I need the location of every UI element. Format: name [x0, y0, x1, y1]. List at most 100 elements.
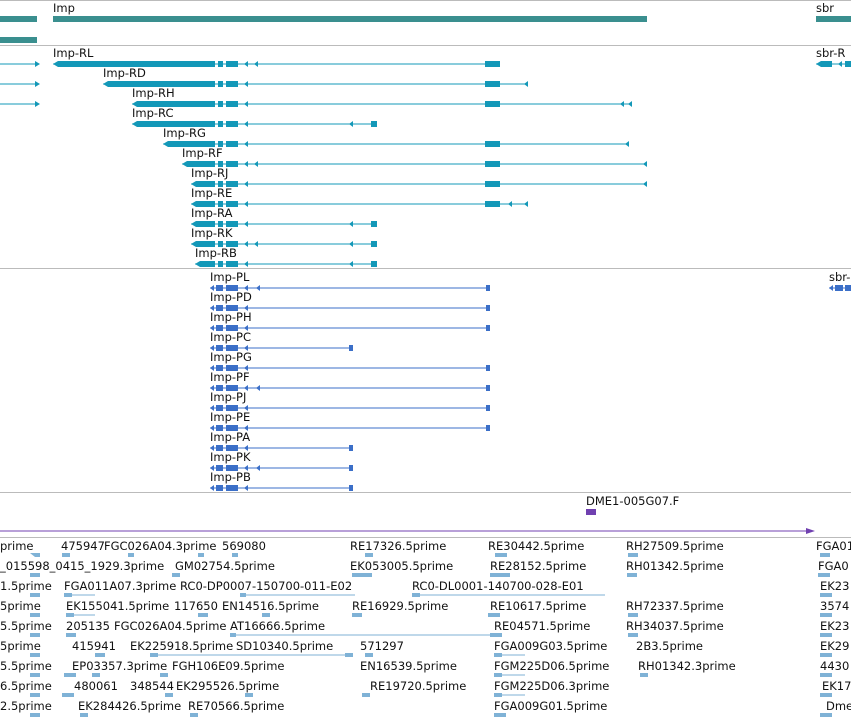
transcript-labels: Imp-RL Imp-RD Imp-RH Imp-RC Imp-RG Imp-R…: [53, 46, 845, 260]
est-label: FGH106E09.5prime: [172, 659, 285, 673]
protein-imp-pa[interactable]: [210, 445, 353, 451]
est-label: 4430: [820, 659, 849, 673]
gene-feature[interactable]: [0, 37, 37, 43]
est-label: EK053005.5prime: [350, 559, 453, 573]
est-label: 205135: [66, 619, 110, 633]
protein-imp-pc[interactable]: [210, 345, 353, 351]
est-label: EK23: [820, 619, 849, 633]
protein-imp-ph[interactable]: [210, 325, 490, 331]
est-label: EK23: [820, 579, 849, 593]
est-label: RE16929.5prime: [352, 599, 448, 613]
protein-imp-pj[interactable]: [210, 405, 490, 411]
est-label: FGM225D06.3prime: [494, 679, 609, 693]
track-separators: [0, 0, 851, 538]
est-label: FGA009G03.5prime: [494, 639, 607, 653]
transcript-imp-re[interactable]: [191, 201, 528, 207]
transcript-imp-rh[interactable]: [132, 101, 632, 107]
transcript-imp-rj[interactable]: [191, 181, 647, 187]
protein-imp-pd[interactable]: [210, 305, 490, 311]
est-label: RH27509.5prime: [626, 539, 724, 553]
protein-imp-pf[interactable]: [210, 385, 490, 391]
est-label: 571297: [360, 639, 404, 653]
transcript-label: Imp-RA: [191, 206, 233, 220]
protein-label: Imp-PJ: [210, 390, 246, 404]
transcript-imp-rg[interactable]: [163, 141, 629, 147]
est-label: _015598_0415_1929.3prime: [0, 559, 164, 573]
transcript-imp-rk[interactable]: [191, 241, 377, 247]
est-label: FGC026A04.3prime: [104, 539, 216, 553]
est-label: AT16666.5prime: [230, 619, 325, 633]
est-label: 3574: [820, 599, 849, 613]
est-label: 117650: [174, 599, 218, 613]
est-labels: prime 475947 FGC026A04.3prime 569080 RE1…: [0, 539, 851, 713]
est-label: 415941: [72, 639, 116, 653]
protein-label: Imp-PB: [210, 470, 251, 484]
gene-label: Imp: [53, 1, 75, 15]
est-label: EK29: [820, 639, 849, 653]
est-label: Dmel: [826, 699, 851, 713]
protein-sbr[interactable]: [829, 285, 851, 291]
transcript-label: Imp-RG: [163, 126, 206, 140]
est-label: 5prime: [0, 599, 41, 613]
transcript-track: Imp-RL Imp-RD Imp-RH Imp-RC Imp-RG Imp-R…: [0, 46, 851, 267]
est-label: 348544: [130, 679, 174, 693]
est-label: RE17326.5prime: [350, 539, 446, 553]
transcript-label: Imp-RC: [132, 106, 174, 120]
est-label: EP03357.3prime: [72, 659, 167, 673]
est-label: RE28152.5prime: [490, 559, 586, 573]
cdna-arrow: [806, 528, 815, 534]
est-track: prime 475947 FGC026A04.3prime 569080 RE1…: [0, 539, 851, 717]
cdna-feature[interactable]: [586, 509, 596, 515]
est-label: 5.5prime: [0, 619, 52, 633]
protein-imp-pg[interactable]: [210, 365, 490, 371]
est-label: RC0-DP0007-150700-011-E02: [180, 579, 352, 593]
est-label: GM02754.5prime: [175, 559, 275, 573]
protein-label: Imp-PL: [210, 270, 250, 284]
protein-imp-pb[interactable]: [210, 485, 353, 491]
transcript-partial[interactable]: [0, 61, 40, 107]
protein-label: Imp-PF: [210, 370, 250, 384]
gene-imp[interactable]: [53, 16, 647, 22]
gene-sbr[interactable]: [816, 16, 851, 22]
est-features[interactable]: [30, 553, 832, 717]
transcript-label: Imp-RE: [191, 186, 232, 200]
protein-label: Imp-PE: [210, 410, 250, 424]
est-label: EK17: [822, 679, 851, 693]
est-label: RC0-DL0001-140700-028-E01: [412, 579, 584, 593]
est-label: FGA0: [818, 559, 849, 573]
protein-imp-pe[interactable]: [210, 425, 490, 431]
gene-feature[interactable]: [0, 16, 37, 22]
transcript-imp-ra[interactable]: [191, 221, 377, 227]
est-label: EK284426.5prime: [78, 699, 181, 713]
transcript-imp-rd[interactable]: [103, 81, 528, 87]
protein-label: Imp-PC: [210, 330, 251, 344]
transcript-label: sbr-R: [816, 46, 845, 60]
est-label: 1.5prime: [0, 579, 52, 593]
est-label: EK295526.5prime: [176, 679, 279, 693]
protein-imp-pl[interactable]: [210, 285, 490, 291]
est-label: EK155041.5prime: [66, 599, 169, 613]
est-label: 2B3.5prime: [636, 639, 703, 653]
protein-imp-pk[interactable]: [210, 465, 353, 471]
transcript-sbr[interactable]: [816, 61, 851, 67]
est-label: prime: [0, 539, 34, 553]
transcript-label: Imp-RF: [182, 146, 223, 160]
transcript-imp-rf[interactable]: [182, 161, 647, 167]
est-label: FGM225D06.5prime: [494, 659, 609, 673]
est-label: EN14516.5prime: [222, 599, 319, 613]
cdna-track: DME1-005G07.F: [0, 494, 815, 534]
protein-label: Imp-PK: [210, 450, 251, 464]
est-label: SD10340.5prime: [236, 639, 333, 653]
transcript-imp-rc[interactable]: [132, 121, 377, 127]
transcript-imp-rl[interactable]: [53, 61, 500, 67]
protein-label: Imp-PA: [210, 430, 250, 444]
est-label: 6.5prime: [0, 679, 52, 693]
est-label: RH01342.3prime: [638, 659, 736, 673]
transcript-label: Imp-RK: [191, 226, 233, 240]
protein-label: sbr-: [829, 270, 850, 284]
est-label: RE04571.5prime: [494, 619, 590, 633]
transcript-imp-rb[interactable]: [195, 261, 377, 267]
transcript-label: Imp-RL: [53, 46, 94, 60]
est-label: RE10617.5prime: [490, 599, 586, 613]
